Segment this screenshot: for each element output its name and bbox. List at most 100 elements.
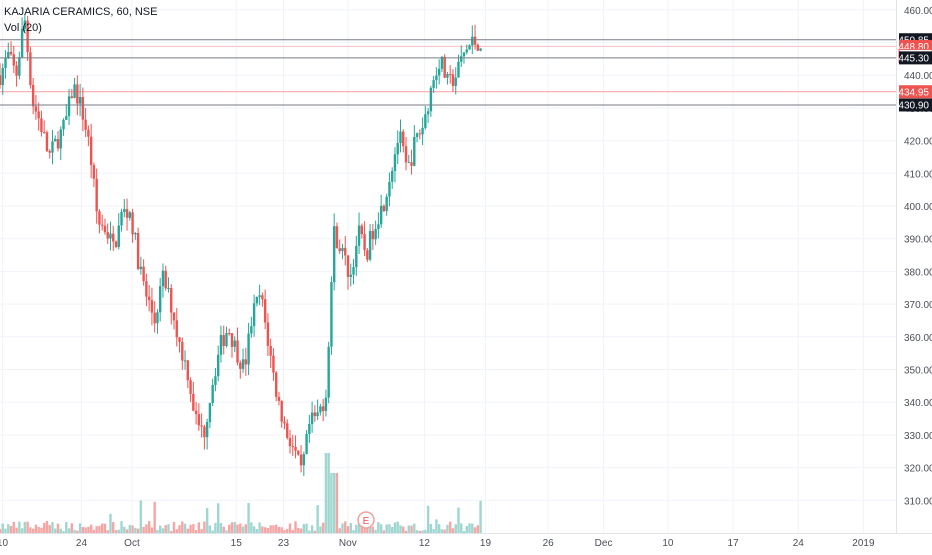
candle[interactable] (31, 78, 35, 115)
candle[interactable] (203, 424, 206, 450)
candle[interactable] (48, 149, 51, 159)
candle[interactable] (250, 316, 253, 338)
candle[interactable] (302, 451, 306, 476)
candle[interactable] (214, 368, 217, 392)
candle[interactable] (197, 403, 201, 431)
candle[interactable] (175, 307, 178, 347)
candle[interactable] (252, 294, 256, 337)
candle[interactable] (344, 235, 347, 266)
candle[interactable] (263, 289, 267, 330)
candle[interactable] (186, 359, 190, 389)
candle[interactable] (371, 223, 375, 250)
candle[interactable] (167, 277, 170, 293)
candle[interactable] (274, 371, 278, 402)
candle[interactable] (145, 273, 148, 307)
candle[interactable] (92, 162, 96, 188)
candle[interactable] (125, 198, 129, 231)
candle[interactable] (233, 336, 236, 353)
candle[interactable] (429, 85, 433, 117)
candle[interactable] (34, 94, 38, 120)
candle[interactable] (164, 265, 167, 291)
candle[interactable] (89, 123, 93, 179)
candle[interactable] (15, 61, 18, 87)
candle[interactable] (261, 292, 264, 307)
candle[interactable] (385, 193, 388, 216)
candle[interactable] (26, 16, 29, 61)
candle[interactable] (374, 220, 377, 245)
candle[interactable] (51, 129, 54, 165)
candle[interactable] (479, 48, 482, 52)
candle[interactable] (415, 132, 419, 143)
candle[interactable] (393, 147, 397, 183)
candle[interactable] (310, 401, 314, 433)
candle[interactable] (150, 287, 154, 326)
volume-indicator-title[interactable]: Vol (20) (4, 22, 42, 34)
candle[interactable] (308, 414, 311, 443)
candle[interactable] (109, 221, 112, 251)
candle[interactable] (465, 44, 468, 55)
candle[interactable] (7, 42, 10, 59)
candle[interactable] (468, 44, 471, 50)
candle[interactable] (316, 399, 319, 421)
candle[interactable] (272, 348, 275, 381)
candle[interactable] (277, 391, 281, 406)
candle[interactable] (266, 313, 270, 357)
candle[interactable] (106, 223, 109, 245)
candle[interactable] (178, 337, 181, 353)
candle[interactable] (98, 209, 101, 234)
candle[interactable] (476, 43, 480, 52)
candle[interactable] (258, 284, 261, 306)
candle[interactable] (327, 341, 330, 404)
candle[interactable] (473, 24, 477, 50)
candle[interactable] (183, 350, 187, 370)
candle[interactable] (192, 381, 195, 412)
candle[interactable] (379, 194, 383, 228)
candle[interactable] (338, 239, 341, 255)
candle[interactable] (451, 69, 455, 92)
candle[interactable] (244, 347, 248, 376)
candle[interactable] (335, 222, 339, 249)
candle[interactable] (211, 378, 214, 407)
candle[interactable] (424, 105, 427, 130)
candle[interactable] (297, 450, 300, 456)
candle[interactable] (449, 65, 452, 84)
candle[interactable] (355, 235, 358, 276)
candle[interactable] (120, 208, 123, 232)
candle[interactable] (239, 360, 242, 379)
candle[interactable] (313, 405, 317, 422)
candle[interactable] (128, 210, 132, 221)
candle[interactable] (67, 88, 71, 126)
candle[interactable] (247, 322, 250, 376)
candle[interactable] (103, 218, 107, 235)
candle[interactable] (42, 120, 46, 134)
candle[interactable] (460, 45, 463, 67)
candle[interactable] (437, 59, 441, 85)
candle[interactable] (440, 56, 444, 72)
candle[interactable] (410, 149, 413, 175)
candle[interactable] (283, 416, 286, 430)
candle[interactable] (269, 338, 272, 368)
candle[interactable] (236, 327, 239, 366)
candle[interactable] (291, 434, 294, 456)
candle[interactable] (1, 63, 4, 95)
candle[interactable] (457, 54, 460, 78)
candle[interactable] (286, 419, 289, 440)
candle[interactable] (134, 232, 137, 240)
candle[interactable] (299, 445, 303, 473)
candle[interactable] (65, 104, 68, 121)
candle[interactable] (200, 413, 203, 438)
candle[interactable] (341, 243, 344, 260)
candle[interactable] (228, 328, 231, 336)
candle[interactable] (4, 49, 7, 79)
candle[interactable] (95, 168, 98, 224)
earnings-marker[interactable]: E (357, 511, 375, 529)
candle[interactable] (241, 348, 245, 374)
candle[interactable] (70, 88, 74, 99)
candle[interactable] (153, 301, 156, 333)
candle[interactable] (294, 435, 297, 459)
candle[interactable] (352, 259, 355, 285)
candle[interactable] (288, 430, 292, 454)
candle[interactable] (189, 377, 192, 402)
candle[interactable] (114, 240, 118, 249)
candle[interactable] (131, 208, 134, 243)
